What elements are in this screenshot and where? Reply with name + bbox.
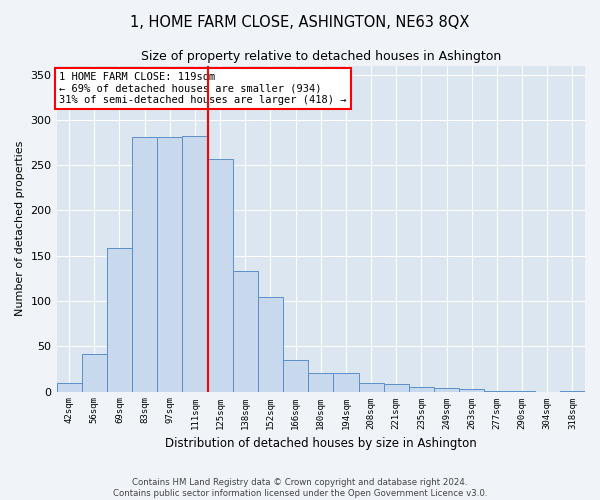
Bar — [82, 354, 107, 392]
Title: Size of property relative to detached houses in Ashington: Size of property relative to detached ho… — [140, 50, 501, 63]
Bar — [208, 159, 233, 392]
Bar — [233, 271, 258, 392]
Text: Contains HM Land Registry data © Crown copyright and database right 2024.
Contai: Contains HM Land Registry data © Crown c… — [113, 478, 487, 498]
Text: 1 HOME FARM CLOSE: 119sqm
← 69% of detached houses are smaller (934)
31% of semi: 1 HOME FARM CLOSE: 119sqm ← 69% of detac… — [59, 72, 347, 106]
Bar — [459, 389, 484, 392]
Bar — [157, 137, 182, 392]
Bar — [308, 374, 334, 392]
Bar — [132, 137, 157, 392]
Bar — [509, 390, 535, 392]
Text: 1, HOME FARM CLOSE, ASHINGTON, NE63 8QX: 1, HOME FARM CLOSE, ASHINGTON, NE63 8QX — [130, 15, 470, 30]
Bar — [258, 298, 283, 392]
Bar — [107, 248, 132, 392]
Bar — [283, 360, 308, 392]
Bar — [359, 384, 383, 392]
Bar — [182, 136, 208, 392]
X-axis label: Distribution of detached houses by size in Ashington: Distribution of detached houses by size … — [165, 437, 476, 450]
Bar — [560, 390, 585, 392]
Bar — [409, 387, 434, 392]
Y-axis label: Number of detached properties: Number of detached properties — [15, 141, 25, 316]
Bar — [484, 390, 509, 392]
Bar — [334, 374, 359, 392]
Bar — [434, 388, 459, 392]
Bar — [383, 384, 409, 392]
Bar — [56, 382, 82, 392]
